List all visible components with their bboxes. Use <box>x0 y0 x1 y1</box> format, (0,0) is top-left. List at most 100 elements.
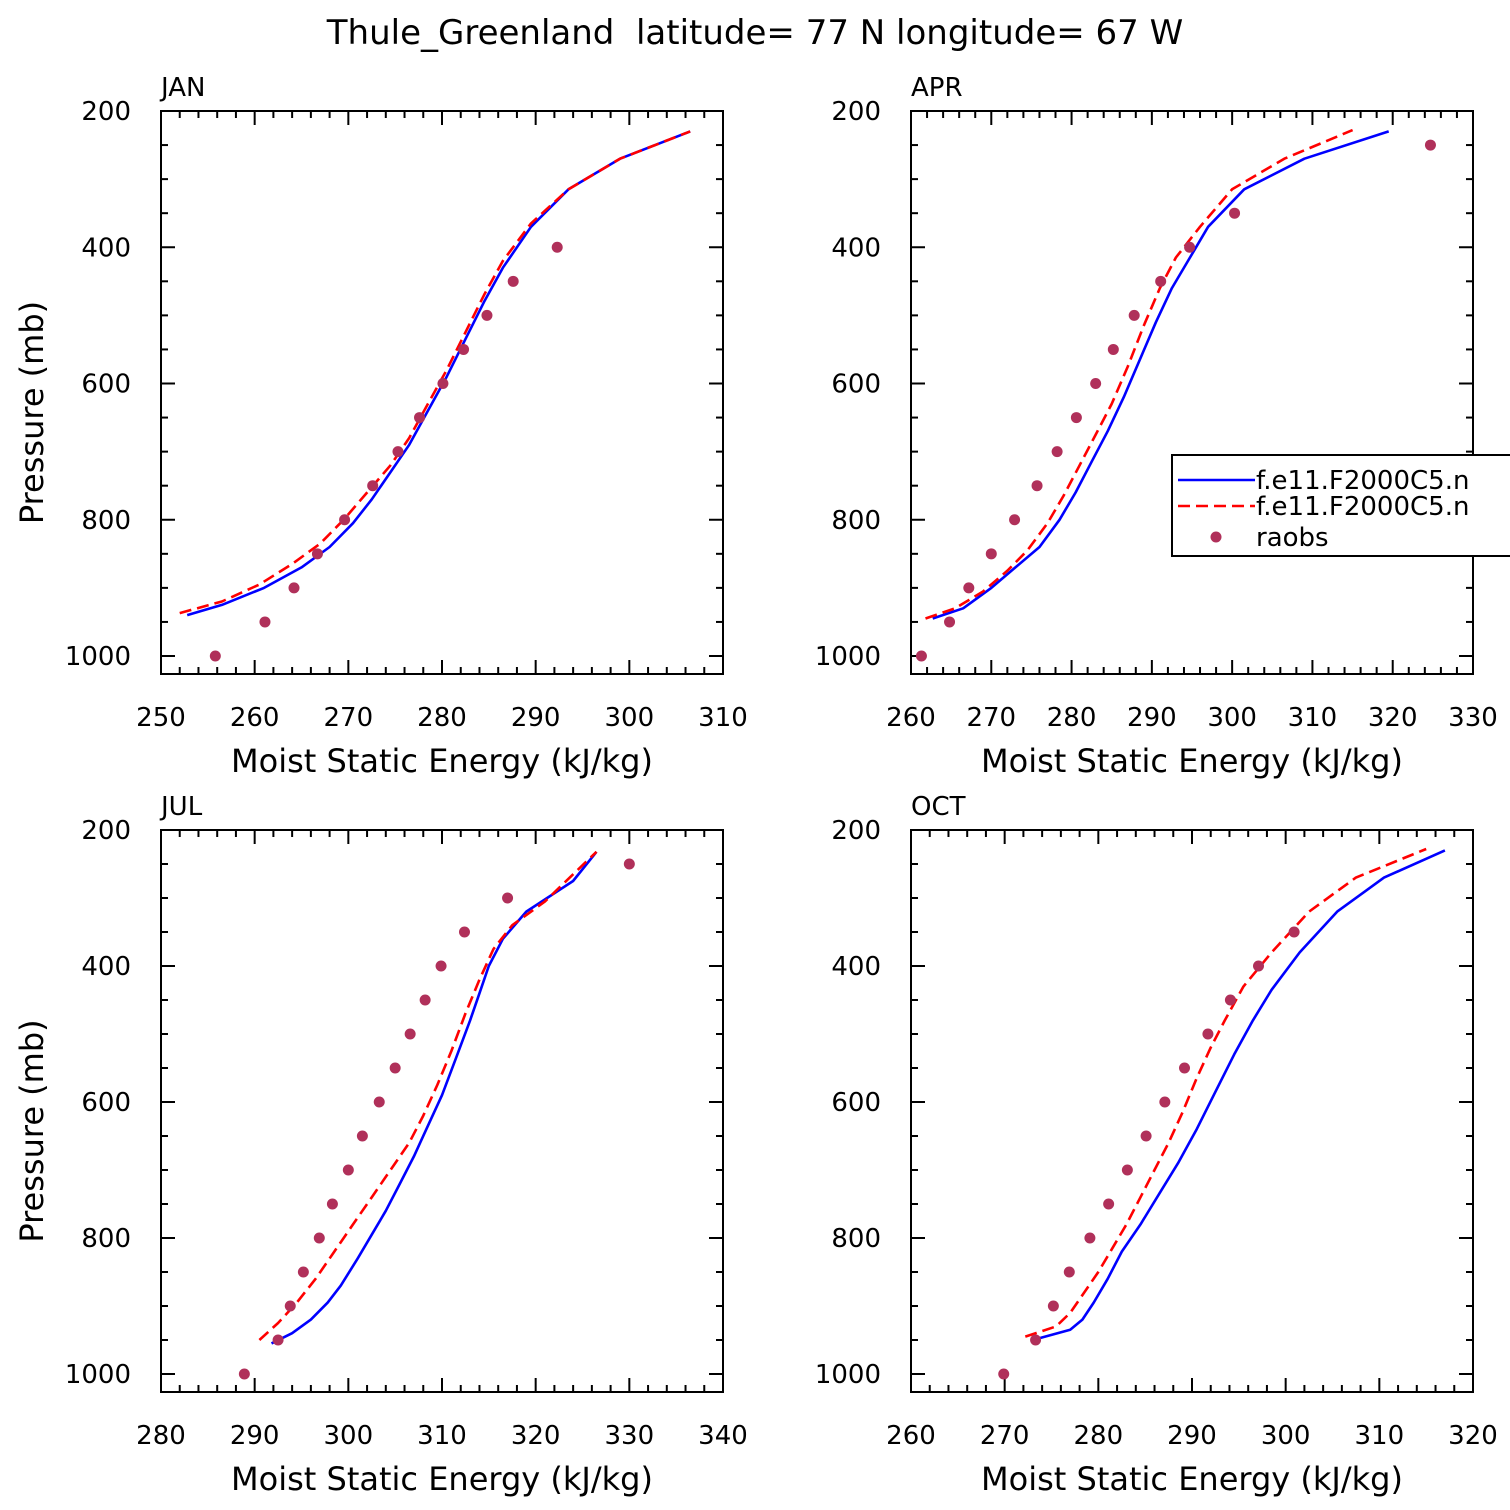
x-tick-label: 300 <box>1261 1421 1311 1451</box>
x-axis-label: Moist Static Energy (kJ/kg) <box>231 1460 653 1498</box>
obs-point <box>1103 1198 1115 1210</box>
panel-apr: 260 270 280 290 300 310 320 330 200 400 600 800 1000… <box>815 73 1498 780</box>
obs-point <box>342 1164 354 1176</box>
obs-point <box>209 650 221 662</box>
x-tick-label: 330 <box>1448 703 1498 733</box>
x-tick-label: 300 <box>1207 703 1257 733</box>
obs-point <box>238 1368 250 1380</box>
obs-point <box>998 1368 1010 1380</box>
legend-label: f.e11.F2000C5.n <box>1256 492 1469 522</box>
y-tick-label: 400 <box>831 952 881 982</box>
legend-label: f.e11.F2000C5.n <box>1256 466 1469 496</box>
panel-label: JAN <box>159 73 205 103</box>
x-tick-label: 260 <box>230 703 280 733</box>
obs-point <box>1047 1300 1059 1312</box>
series-line-model-2 <box>925 128 1354 620</box>
obs-point <box>481 309 493 321</box>
figure-title: Thule_Greenland latitude= 77 N longitude… <box>326 13 1183 53</box>
y-tick-label: 600 <box>831 1088 881 1118</box>
x-tick-label: 320 <box>1368 703 1418 733</box>
y-tick-label: 1000 <box>815 642 881 672</box>
series-line-model-1 <box>1032 849 1446 1342</box>
plot-frame <box>910 829 1474 1393</box>
x-tick-label: 280 <box>136 1421 186 1451</box>
obs-point <box>389 1062 401 1074</box>
y-axis-label: Pressure (mb) <box>13 1019 51 1242</box>
obs-point <box>1184 241 1196 253</box>
obs-point <box>1288 926 1300 938</box>
plot-frame <box>910 110 1474 675</box>
obs-point <box>284 1300 296 1312</box>
obs-point <box>507 275 519 287</box>
x-tick-label: 320 <box>1448 1421 1498 1451</box>
obs-point <box>1179 1062 1191 1074</box>
y-tick-label: 600 <box>831 370 881 400</box>
series-line-model-2 <box>258 850 598 1341</box>
obs-point <box>414 412 426 424</box>
obs-point <box>272 1334 284 1346</box>
panel-label: APR <box>911 73 963 103</box>
series-line-model-2 <box>1024 847 1427 1338</box>
x-tick-label: 280 <box>1047 703 1097 733</box>
x-tick-label: 310 <box>1355 1421 1405 1451</box>
y-tick-label: 200 <box>831 97 881 127</box>
y-tick-label: 200 <box>81 97 131 127</box>
x-tick-label: 260 <box>886 703 936 733</box>
chart-panels: 250 260 270 280 290 300 310 200 400 600 800 1000 JAN… <box>13 73 1498 1498</box>
panel-label: OCT <box>911 792 966 822</box>
plot-frame <box>160 829 724 1393</box>
obs-point <box>419 994 431 1006</box>
panel-label: JUL <box>159 792 203 822</box>
obs-point <box>404 1028 416 1040</box>
y-tick-label: 1000 <box>815 1360 881 1390</box>
x-tick-label: 290 <box>1127 703 1177 733</box>
x-tick-label: 340 <box>698 1421 748 1451</box>
panel-oct: 260 270 280 290 300 310 320 200 400 600 800 1000 OCT… <box>815 792 1498 1498</box>
obs-point <box>1229 207 1241 219</box>
obs-point <box>1224 994 1236 1006</box>
y-tick-label: 400 <box>831 233 881 263</box>
x-tick-label: 290 <box>1167 1421 1217 1451</box>
y-axis-label: Pressure (mb) <box>13 301 51 524</box>
obs-point <box>1424 139 1436 151</box>
x-tick-label: 310 <box>698 703 748 733</box>
obs-point <box>1155 275 1167 287</box>
obs-point <box>297 1266 309 1278</box>
panel-jan: 250 260 270 280 290 300 310 200 400 600 800 1000 JAN… <box>13 73 748 780</box>
obs-point <box>1063 1266 1075 1278</box>
obs-point <box>551 241 563 253</box>
series-line-model-1 <box>270 850 598 1345</box>
series-line-model-2 <box>179 130 691 615</box>
obs-point <box>1051 446 1063 458</box>
plot-frame <box>160 110 724 675</box>
obs-point <box>326 1198 338 1210</box>
obs-point <box>1121 1164 1133 1176</box>
y-tick-label: 200 <box>81 816 131 846</box>
obs-point <box>915 650 927 662</box>
y-tick-label: 800 <box>81 506 131 536</box>
obs-point <box>1253 960 1265 972</box>
obs-point <box>985 548 997 560</box>
obs-point <box>259 616 271 628</box>
obs-point <box>1090 378 1102 389</box>
obs-point <box>356 1130 368 1142</box>
y-tick-label: 200 <box>831 816 881 846</box>
x-axis-label: Moist Static Energy (kJ/kg) <box>231 742 653 780</box>
x-tick-label: 310 <box>1288 703 1338 733</box>
obs-point <box>313 1232 325 1244</box>
x-tick-label: 270 <box>324 703 374 733</box>
legend-marker-dot <box>1210 531 1222 543</box>
obs-point <box>1107 343 1119 355</box>
x-tick-label: 290 <box>230 1421 280 1451</box>
legend-box <box>1171 454 1510 557</box>
obs-point <box>437 378 449 389</box>
x-tick-label: 250 <box>136 703 186 733</box>
x-tick-label: 320 <box>511 1421 561 1451</box>
obs-point <box>1159 1096 1171 1108</box>
obs-point <box>502 892 514 904</box>
obs-point <box>339 514 351 526</box>
x-tick-label: 270 <box>966 703 1016 733</box>
x-tick-label: 280 <box>417 703 467 733</box>
y-tick-label: 600 <box>81 1088 131 1118</box>
